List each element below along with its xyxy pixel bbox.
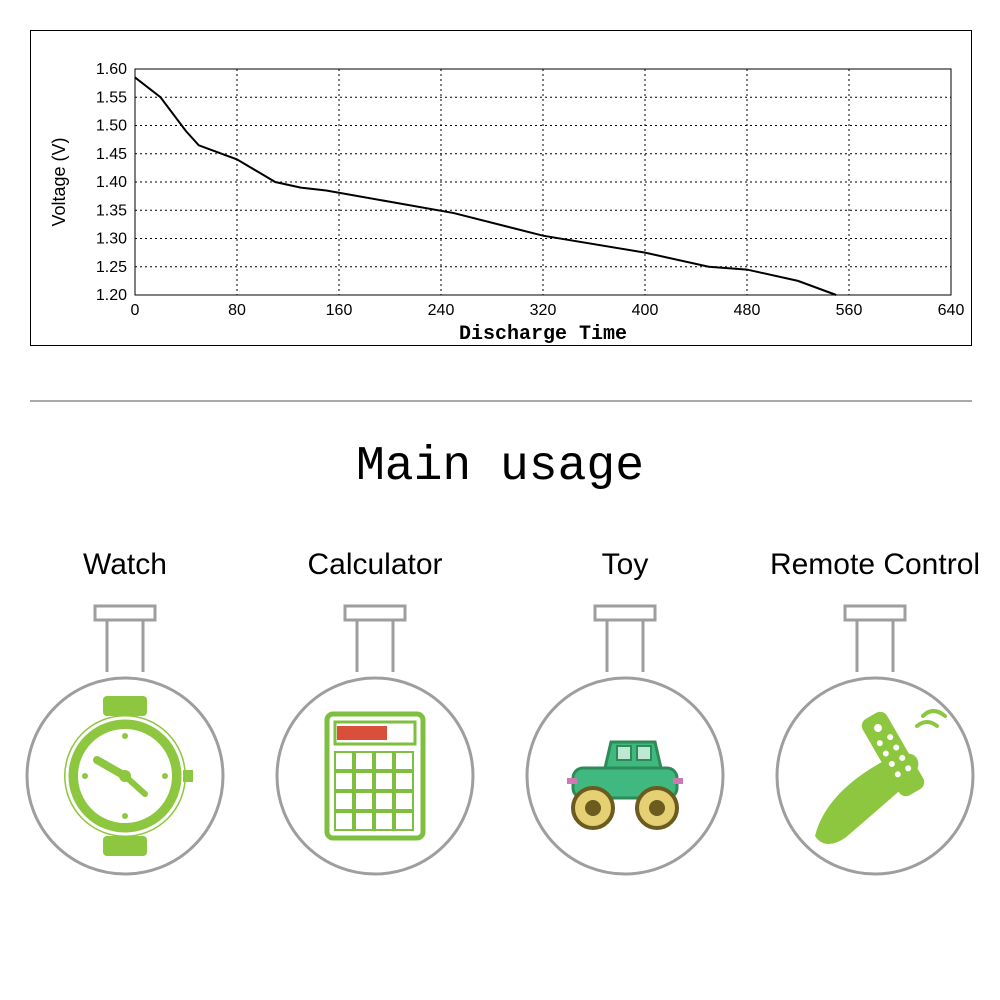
usage-item-remote: Remote Control [755, 548, 995, 885]
svg-text:0: 0 [131, 302, 140, 319]
svg-text:320: 320 [530, 302, 557, 319]
svg-text:1.30: 1.30 [96, 231, 127, 248]
discharge-chart: 1.20 1.25 1.30 1.35 1.40 1.45 1.50 1.55 1.60 0 80 1… [31, 31, 973, 347]
usage-label: Remote Control [770, 548, 980, 582]
svg-text:1.40: 1.40 [96, 174, 127, 191]
svg-text:160: 160 [326, 302, 353, 319]
section-divider [30, 400, 972, 402]
svg-text:400: 400 [632, 302, 659, 319]
usage-label: Watch [83, 548, 167, 582]
svg-text:480: 480 [734, 302, 761, 319]
toy-icon [515, 600, 735, 885]
remote-icon [765, 600, 985, 885]
watch-icon [15, 600, 235, 885]
svg-text:Voltage (V): Voltage (V) [49, 137, 69, 226]
calc-icon [265, 600, 485, 885]
svg-text:Discharge Time: Discharge Time [459, 323, 627, 346]
svg-text:1.60: 1.60 [96, 61, 127, 78]
usage-row: Watch Calculator [0, 548, 1000, 885]
svg-text:1.45: 1.45 [96, 146, 127, 163]
usage-item-calc: Calculator [255, 548, 495, 885]
svg-text:240: 240 [428, 302, 455, 319]
main-usage-title: Main usage [0, 440, 1000, 494]
discharge-chart-frame: 1.20 1.25 1.30 1.35 1.40 1.45 1.50 1.55 1.60 0 80 1… [30, 30, 972, 346]
svg-text:80: 80 [228, 302, 246, 319]
svg-text:560: 560 [836, 302, 863, 319]
svg-text:1.55: 1.55 [96, 89, 127, 106]
svg-text:640: 640 [938, 302, 965, 319]
usage-item-toy: Toy [505, 548, 745, 885]
svg-text:1.50: 1.50 [96, 118, 127, 135]
usage-item-watch: Watch [5, 548, 245, 885]
svg-text:1.20: 1.20 [96, 287, 127, 304]
usage-label: Calculator [307, 548, 442, 582]
svg-text:1.25: 1.25 [96, 259, 127, 276]
usage-label: Toy [602, 548, 649, 582]
svg-text:1.35: 1.35 [96, 202, 127, 219]
